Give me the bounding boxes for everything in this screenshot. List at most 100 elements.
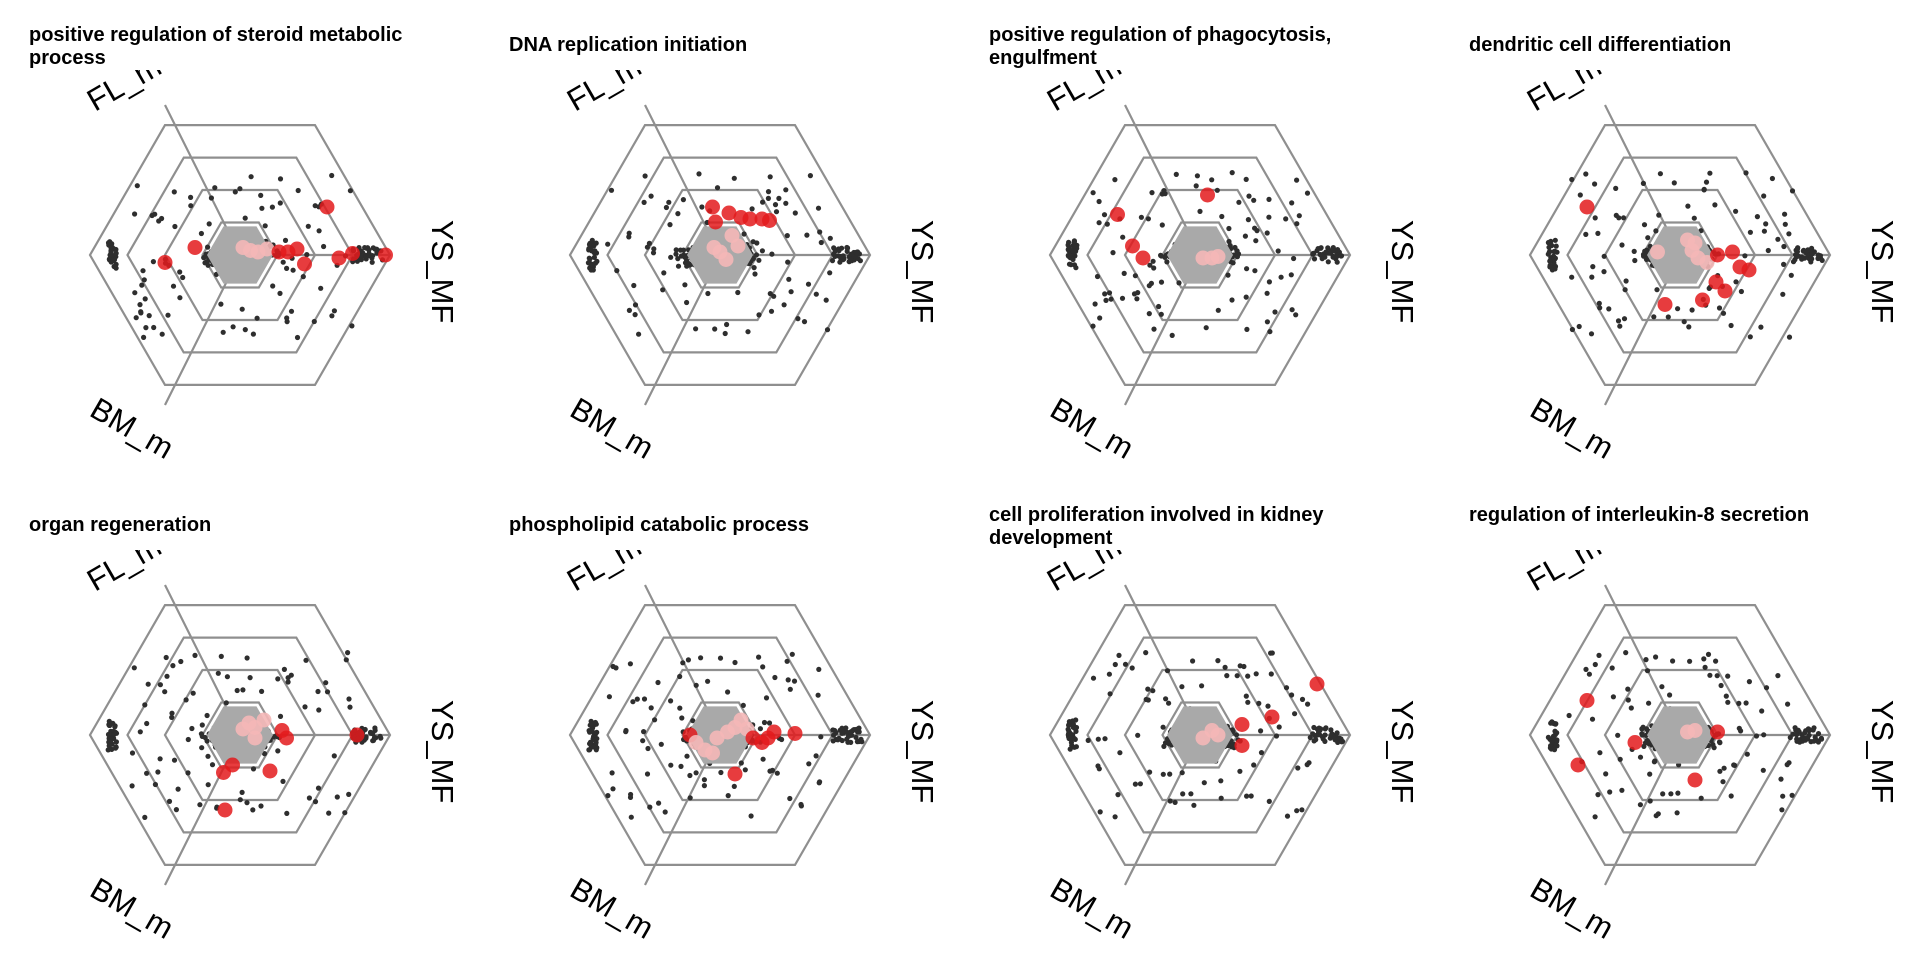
background-point — [765, 189, 772, 195]
background-point — [250, 331, 256, 337]
background-point — [112, 724, 118, 730]
background-point — [250, 807, 256, 813]
background-point — [370, 730, 376, 737]
background-point — [170, 663, 176, 669]
background-point — [180, 274, 186, 281]
background-point — [218, 653, 224, 659]
background-point — [370, 737, 377, 743]
background-point — [1146, 283, 1152, 289]
background-point — [358, 248, 364, 254]
background-point — [1592, 181, 1598, 187]
background-point — [1120, 234, 1126, 240]
background-point — [1651, 314, 1657, 320]
background-point — [813, 291, 819, 297]
background-point — [1310, 250, 1316, 257]
background-point — [318, 285, 324, 291]
background-point — [827, 270, 833, 276]
background-point — [138, 310, 144, 316]
background-point — [280, 778, 286, 784]
background-point — [1266, 214, 1272, 220]
background-point — [1728, 322, 1734, 329]
background-point — [1159, 222, 1165, 228]
background-point — [605, 241, 611, 247]
background-point — [1322, 254, 1328, 260]
background-point — [1226, 238, 1232, 245]
background-point — [129, 783, 135, 789]
background-point — [1596, 300, 1602, 306]
background-point — [589, 237, 595, 243]
background-point — [242, 215, 248, 221]
grid-ring — [643, 668, 797, 802]
highlight-point — [1725, 244, 1740, 260]
background-point — [1214, 187, 1220, 193]
background-point — [315, 688, 321, 695]
background-point — [366, 251, 372, 257]
background-point — [1104, 221, 1110, 227]
background-point — [185, 770, 191, 776]
background-point — [772, 202, 779, 208]
background-point — [690, 718, 696, 724]
background-point — [1101, 212, 1108, 218]
background-point — [1229, 297, 1235, 303]
background-point — [159, 215, 165, 222]
background-point — [648, 705, 654, 711]
background-point — [280, 259, 286, 265]
background-point — [1720, 310, 1727, 316]
background-point — [586, 255, 592, 261]
background-point — [1761, 193, 1767, 199]
highlight-point — [762, 213, 777, 228]
background-point — [724, 321, 730, 328]
axis-label-ys: YS_MF — [905, 220, 940, 323]
background-point — [294, 334, 301, 341]
background-point — [329, 172, 335, 179]
background-point — [1106, 290, 1113, 296]
background-point — [199, 733, 205, 739]
background-point — [680, 247, 687, 253]
background-point — [1606, 306, 1612, 312]
background-point — [853, 734, 859, 740]
background-point — [220, 329, 226, 335]
background-point — [1151, 326, 1157, 332]
background-point — [1197, 208, 1203, 214]
background-point — [132, 211, 138, 217]
background-point — [204, 259, 210, 265]
background-point — [1275, 248, 1281, 254]
background-point — [841, 255, 847, 261]
background-point — [1689, 307, 1695, 313]
highlight-point — [297, 256, 312, 272]
background-point — [1289, 307, 1295, 313]
radar-scatter-panel: positive regulation of steroid metabolic… — [0, 0, 480, 470]
radar-scatter-panel: dendritic cell differentiation FL_mo YS_MF… — [1440, 0, 1920, 470]
background-point — [1547, 264, 1553, 270]
background-point — [725, 689, 731, 695]
background-point — [1225, 272, 1231, 278]
background-point — [675, 211, 681, 217]
background-point — [641, 199, 647, 205]
highlight-point — [718, 252, 734, 267]
grid-ring — [568, 603, 872, 866]
background-point — [224, 674, 230, 680]
background-point — [818, 239, 824, 246]
background-point — [1103, 297, 1109, 303]
background-point — [738, 760, 744, 766]
radar-scatter-panel: DNA replication initiation FL_mo YS_MF BM_m — [480, 0, 960, 470]
background-point — [334, 794, 340, 800]
background-point — [1590, 264, 1596, 270]
background-point — [1631, 248, 1637, 254]
highlight-point — [319, 199, 335, 215]
background-point — [142, 814, 148, 820]
background-point — [277, 713, 284, 719]
background-point — [1786, 231, 1792, 237]
background-point — [347, 188, 353, 194]
grid-ring — [568, 123, 872, 386]
background-point — [1242, 233, 1248, 239]
background-point — [642, 173, 648, 179]
background-point — [677, 705, 683, 711]
background-point — [1328, 248, 1334, 254]
background-point — [208, 195, 214, 201]
background-point — [829, 258, 836, 264]
background-point — [1158, 253, 1164, 259]
background-point — [1621, 316, 1628, 322]
background-point — [157, 682, 163, 688]
